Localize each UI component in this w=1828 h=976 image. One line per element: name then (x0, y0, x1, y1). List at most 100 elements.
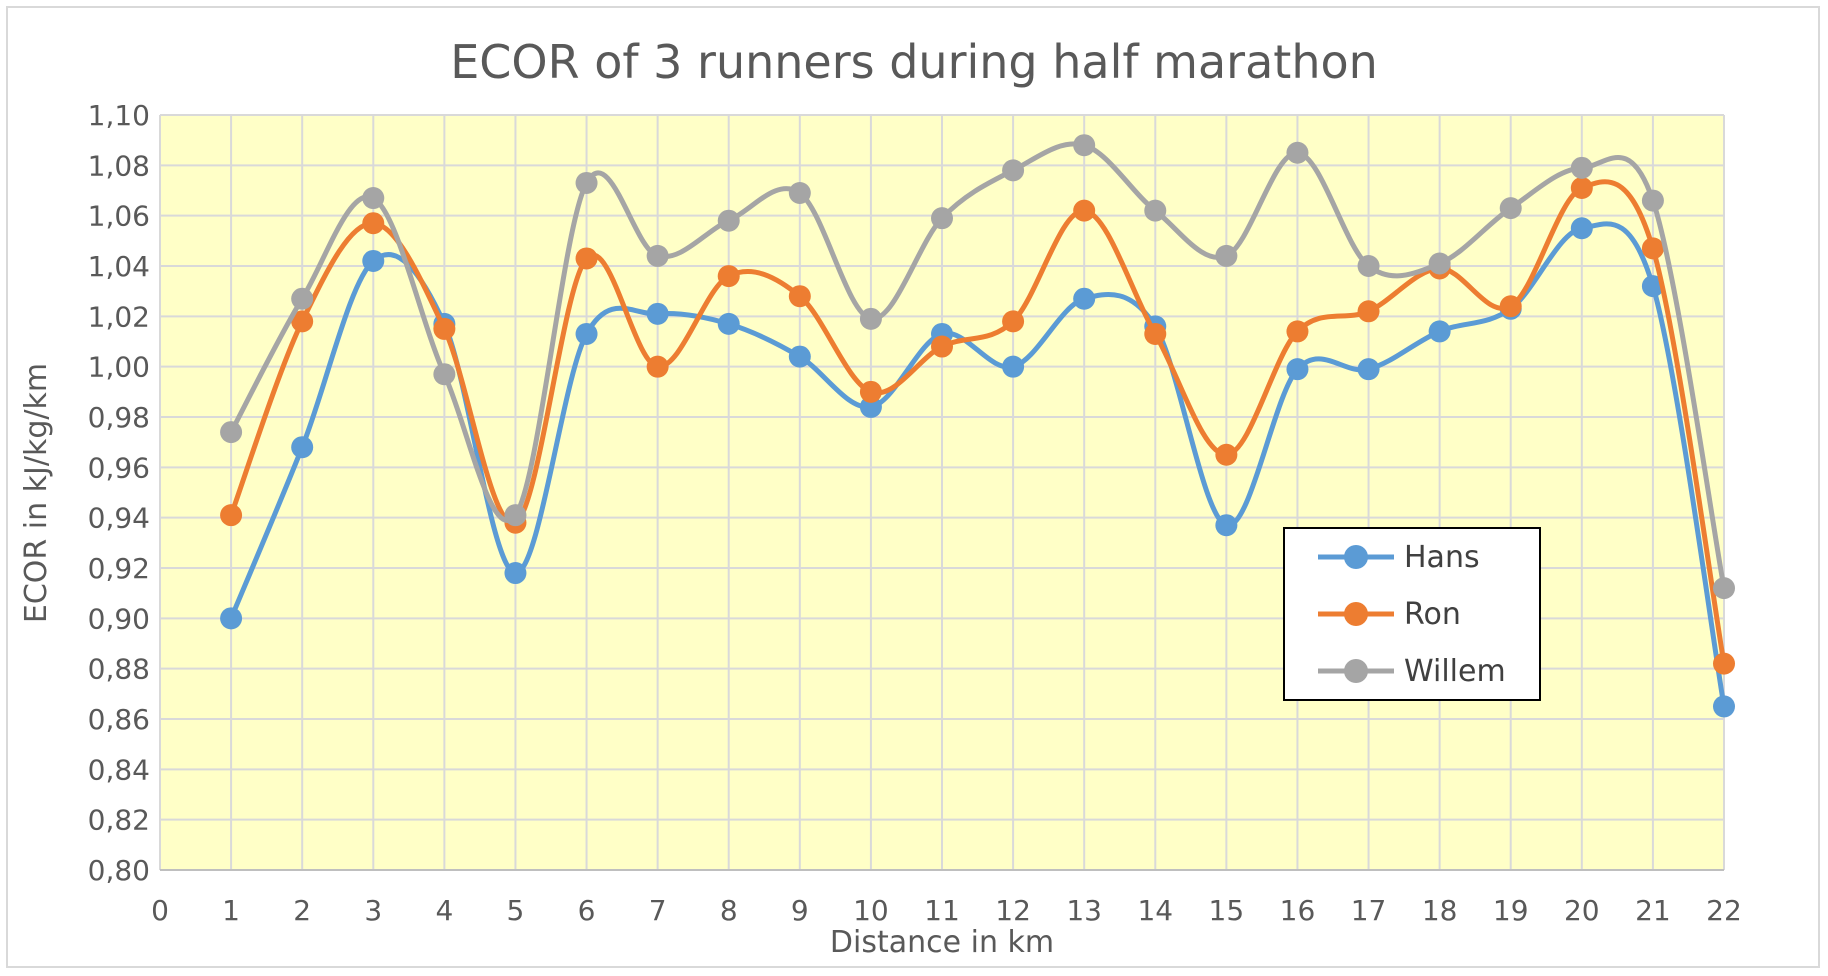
y-tick-label: 0,98 (88, 401, 150, 434)
data-point-hans (1641, 275, 1664, 298)
data-point-ron (220, 504, 243, 527)
x-tick-label: 9 (791, 894, 809, 927)
y-tick-label: 0,80 (88, 854, 150, 887)
x-tick-label: 16 (1280, 894, 1316, 927)
legend-label-willem: Willem (1404, 654, 1506, 689)
x-tick-label: 12 (995, 894, 1031, 927)
x-axis-title: Distance in km (830, 925, 1054, 960)
y-tick-label: 1,08 (88, 149, 150, 182)
series-ron (220, 176, 1735, 675)
data-point-willem (717, 209, 740, 232)
data-point-ron (1286, 320, 1309, 343)
x-tick-label: 13 (1066, 894, 1102, 927)
data-point-willem (220, 421, 243, 444)
x-tick-label: 15 (1209, 894, 1245, 927)
data-point-ron (1357, 300, 1380, 323)
data-point-willem (1144, 199, 1167, 222)
y-tick-label: 1,04 (88, 250, 150, 283)
data-point-willem (362, 187, 385, 210)
y-tick-label: 0,86 (88, 703, 150, 736)
data-point-ron (362, 212, 385, 235)
data-point-willem (1002, 159, 1025, 182)
legend-marker-willem (1344, 659, 1368, 683)
x-tick-label: 2 (293, 894, 311, 927)
legend-label-hans: Hans (1404, 540, 1480, 575)
data-point-ron (1499, 295, 1522, 318)
y-tick-label: 0,92 (88, 552, 150, 585)
x-tick-label: 11 (924, 894, 960, 927)
data-point-willem (575, 171, 598, 194)
data-point-hans (717, 312, 740, 335)
data-point-willem (1713, 577, 1735, 600)
data-point-ron (931, 335, 953, 358)
y-tick-label: 1,02 (88, 300, 150, 333)
data-point-ron (788, 285, 811, 308)
y-axis-ticks: 0,80 0,82 0,84 0,86 0,88 0,90 0,92 0,94 0,96 0,98… (88, 99, 150, 887)
legend-label-ron: Ron (1404, 597, 1461, 632)
data-point-hans (1357, 358, 1380, 381)
x-axis-ticks: 0 1 2 3 4 5 6 7 8 9 10 11 12 13 14 15 16 17 18 19 20 21 22 (151, 894, 1742, 927)
data-point-ron (1073, 199, 1096, 222)
data-point-hans (1286, 358, 1309, 381)
data-point-ron (1144, 322, 1167, 345)
data-point-willem (1073, 134, 1096, 157)
y-tick-label: 0,96 (88, 451, 150, 484)
data-point-willem (1499, 197, 1522, 220)
data-point-willem (1286, 141, 1309, 164)
data-point-willem (1641, 189, 1664, 212)
data-point-ron (646, 355, 669, 378)
legend-marker-hans (1344, 545, 1368, 569)
gridlines (159, 114, 1725, 871)
data-point-willem (1215, 244, 1238, 267)
x-tick-label: 14 (1137, 894, 1173, 927)
x-tick-label: 21 (1635, 894, 1671, 927)
y-tick-label: 1,10 (88, 99, 150, 132)
data-point-willem (433, 363, 456, 386)
data-point-ron (291, 310, 314, 333)
data-point-ron (717, 265, 740, 288)
data-point-ron (1641, 237, 1664, 260)
x-tick-label: 20 (1564, 894, 1600, 927)
data-point-willem (1357, 255, 1380, 277)
data-point-hans (504, 562, 527, 585)
data-point-ron (433, 317, 456, 340)
y-tick-label: 0,88 (88, 653, 150, 686)
data-point-hans (362, 249, 385, 272)
data-point-hans (1570, 217, 1593, 240)
y-tick-label: 1,06 (88, 200, 150, 233)
x-tick-label: 1 (222, 894, 240, 927)
data-point-willem (931, 207, 953, 230)
y-axis-title: ECOR in kJ/kg/km (19, 363, 54, 623)
data-point-hans (575, 322, 598, 345)
data-point-hans (788, 345, 811, 368)
data-point-ron (575, 247, 598, 270)
y-tick-label: 1,00 (88, 351, 150, 384)
x-tick-label: 22 (1706, 894, 1742, 927)
data-point-hans (859, 395, 882, 418)
data-point-willem (1428, 252, 1451, 275)
x-tick-label: 19 (1493, 894, 1529, 927)
series-willem (220, 134, 1735, 600)
data-point-willem (504, 504, 527, 527)
data-point-willem (859, 307, 882, 330)
chart-title: ECOR of 3 runners during half marathon (450, 35, 1378, 89)
x-tick-label: 5 (507, 894, 525, 927)
y-tick-label: 0,82 (88, 804, 150, 837)
x-tick-label: 8 (720, 894, 738, 927)
data-point-hans (1713, 695, 1735, 718)
legend: Hans Ron Willem (1283, 527, 1541, 701)
data-point-hans (646, 302, 669, 325)
data-point-willem (646, 244, 669, 267)
x-tick-label: 17 (1351, 894, 1387, 927)
data-point-hans (1002, 355, 1025, 378)
x-tick-label: 0 (151, 894, 169, 927)
data-point-hans (220, 607, 243, 630)
data-point-ron (859, 380, 882, 403)
x-tick-label: 4 (435, 894, 453, 927)
x-tick-label: 10 (853, 894, 889, 927)
data-point-hans (1215, 514, 1238, 537)
data-point-ron (1570, 176, 1593, 199)
legend-marker-ron (1344, 602, 1368, 626)
x-tick-label: 3 (364, 894, 382, 927)
